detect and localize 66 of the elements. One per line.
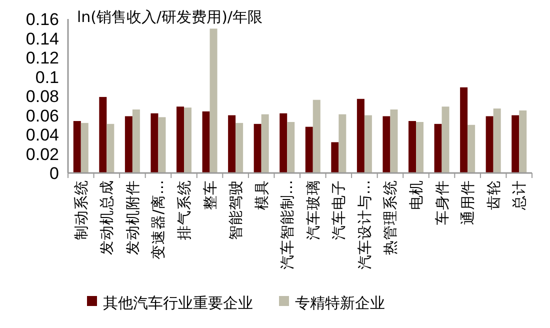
bar <box>460 87 468 173</box>
y-tick-label: 0.12 <box>26 48 59 68</box>
x-tick-label: 汽车电子 <box>330 180 348 240</box>
bar <box>468 124 476 173</box>
legend-label: 其他汽车行业重要企业 <box>103 294 253 312</box>
y-tick-label: 0.06 <box>26 106 59 126</box>
bar <box>73 121 81 173</box>
bar <box>80 122 88 173</box>
bar <box>416 122 424 173</box>
x-tick-label: 汽车智能制… <box>279 180 296 270</box>
bar <box>442 106 450 173</box>
bar <box>236 122 244 173</box>
y-tick-label: 0.14 <box>26 29 59 48</box>
x-tick-label: 汽车设计与… <box>356 180 374 270</box>
bar <box>150 113 158 173</box>
y-tick-label: 0.16 <box>26 10 59 29</box>
bar <box>202 111 210 173</box>
x-tick-label: 车身件 <box>434 180 451 225</box>
bar <box>254 124 262 173</box>
x-tick-label: 制动系统 <box>72 180 90 240</box>
y-tick-label: 0.08 <box>26 87 59 106</box>
bar <box>261 114 269 173</box>
y-tick-label: 0 <box>50 164 59 183</box>
bar <box>124 116 132 173</box>
bar <box>280 113 288 173</box>
y-tick-label: 0.1 <box>35 68 59 87</box>
bar <box>312 100 320 173</box>
bar <box>434 124 442 173</box>
bar <box>519 110 527 173</box>
bar <box>210 28 218 173</box>
x-tick-label: 齿轮 <box>485 180 502 210</box>
bar <box>356 98 364 173</box>
bar <box>408 121 416 173</box>
x-tick-label: 智能驾驶 <box>228 180 245 240</box>
x-tick-label: 排气系统 <box>176 180 193 240</box>
x-tick-label: 总计 <box>511 180 528 211</box>
bar <box>493 108 501 173</box>
y-tick-label: 0.02 <box>26 144 59 164</box>
x-tick-label: 发动机总成 <box>98 180 116 255</box>
x-tick-label: 变速器/离… <box>150 180 168 260</box>
bar <box>184 108 192 173</box>
bar <box>305 126 313 173</box>
chart-title: ln(销售收入/研发费用)/年限 <box>77 8 262 26</box>
bar <box>287 122 295 173</box>
bar <box>99 96 107 173</box>
x-tick-label: 模具 <box>253 180 270 210</box>
bar <box>228 115 236 173</box>
legend-label: 专精特新企业 <box>295 294 385 312</box>
bar <box>331 142 339 173</box>
bar <box>106 124 114 173</box>
bar <box>486 116 494 173</box>
x-tick-label: 整车 <box>202 180 219 210</box>
x-tick-label: 汽车玻璃 <box>304 180 322 240</box>
x-tick-label: 发动机附件 <box>124 180 142 255</box>
bar <box>390 109 398 173</box>
y-tick-label: 0.04 <box>26 126 59 144</box>
bar <box>382 116 390 173</box>
bar <box>512 115 520 173</box>
bar <box>364 115 372 173</box>
bar <box>132 109 140 173</box>
bar <box>338 114 346 173</box>
bar <box>176 106 184 173</box>
x-tick-label: 通用件 <box>460 180 477 225</box>
bar <box>158 117 166 173</box>
x-tick-label: 电机 <box>408 180 425 210</box>
x-tick-label: 热管理系统 <box>382 180 400 255</box>
